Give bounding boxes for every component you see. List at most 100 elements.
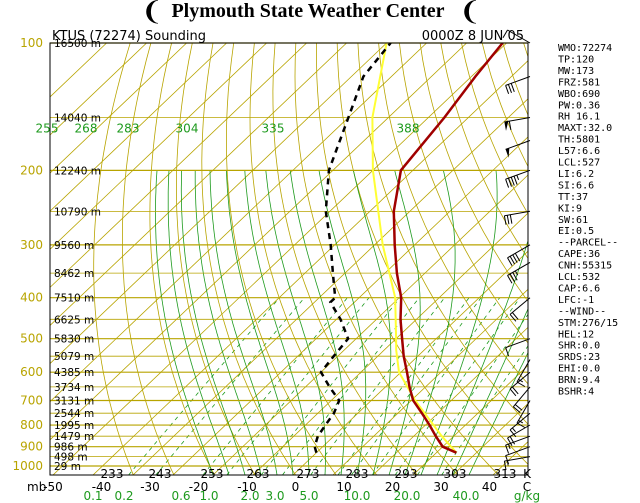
- mixing-ratio-line: [441, 345, 528, 475]
- wind-barb: [512, 386, 531, 413]
- wind-barb-staff: [507, 261, 531, 276]
- index-line: CAPE:36: [558, 249, 600, 260]
- wind-barb-staff: [504, 210, 531, 217]
- temperature-line: [392, 43, 504, 454]
- moist-adiabat-line: [226, 170, 294, 475]
- isotherm-line: [50, 43, 347, 327]
- temperature-label: 10: [336, 480, 351, 494]
- isotherm-line: [252, 212, 528, 475]
- mixing-ratio-line: [226, 297, 370, 475]
- mixing-ratio-label: 5.0: [299, 489, 318, 503]
- mixing-ratio-label: 40.0: [453, 489, 480, 503]
- moist-adiabat-line: [265, 170, 326, 475]
- height-label: 16500 m: [54, 38, 101, 50]
- index-line: PW:0.36: [558, 100, 600, 111]
- moist-adiabat-line: [388, 170, 421, 475]
- sounding-profiles: [313, 43, 504, 454]
- mixing-ratio-line: [202, 297, 348, 475]
- dry-adiabat-lines: [93, 43, 640, 475]
- dry-adiabat-line: [225, 43, 337, 475]
- wind-barb-flag: [512, 406, 521, 413]
- wind-barb-staff: [516, 359, 531, 383]
- time-label: 0000Z 8 JUN 05: [422, 29, 524, 44]
- isotherm-line: [50, 43, 467, 441]
- wind-barb-flag: [509, 436, 516, 445]
- temperature-label: 40: [482, 480, 497, 494]
- wind-barb-flag: [502, 29, 508, 39]
- pressure-label: 700: [20, 394, 43, 408]
- isotherm-line: [50, 43, 147, 136]
- wind-barb-flag: [514, 253, 521, 262]
- mixing-ratio-line: [394, 297, 521, 475]
- dry-adiabat-line: [294, 43, 459, 475]
- mixing-ratio-line: [155, 297, 305, 475]
- kelvin-label: 253: [201, 467, 224, 481]
- isotherm-line: [50, 43, 387, 365]
- kelvin-label: 233: [101, 467, 124, 481]
- moist-adiabat-lines: [155, 170, 528, 475]
- index-line: HEL:12: [558, 329, 594, 340]
- mixing-ratio-label: 0.2: [114, 489, 133, 503]
- wind-barb-half-flag: [512, 427, 516, 433]
- mixing-ratio-label: 10.0: [344, 489, 371, 503]
- isotherm-line: [52, 43, 507, 475]
- wind-barb: [504, 117, 531, 131]
- wind-barb-staff: [505, 338, 531, 349]
- logo-right-icon: ❨: [459, 0, 481, 27]
- index-line: WBO:690: [558, 89, 600, 100]
- height-labels: 16500 m 14040 m 12240 m 10790 m 9560 m 8462 m…: [54, 38, 101, 473]
- pressure-label: 200: [20, 163, 43, 177]
- index-line: SHR:0.0: [558, 341, 600, 352]
- wind-barb: [505, 169, 531, 188]
- dry-adiabat-line: [336, 43, 528, 465]
- height-label: 9560 m: [54, 240, 94, 252]
- wind-barb: [507, 261, 531, 284]
- mixing-ratio-line: [351, 297, 482, 475]
- index-line: CNH:55315: [558, 261, 612, 272]
- index-line: SI:6.6: [558, 180, 594, 191]
- dry-adiabat-line: [272, 43, 418, 475]
- dry-adiabat-line: [149, 43, 215, 475]
- wind-barb-flag: [509, 314, 517, 322]
- wind-barb-staff: [509, 412, 531, 431]
- wind-barb-half-flag: [506, 460, 509, 466]
- dry-adiabat-line: [201, 43, 296, 475]
- moist-adiabat-line: [244, 170, 310, 475]
- index-line: SRDS:23: [558, 352, 600, 363]
- plot-frame: [49, 42, 529, 476]
- kelvin-label: 293: [395, 467, 418, 481]
- wind-barb-staff: [507, 29, 531, 44]
- wind-barb-staff: [509, 371, 531, 390]
- kelvin-unit-label: K: [523, 467, 532, 481]
- dry-adiabat-line: [440, 43, 528, 260]
- theta-label: 388: [397, 121, 420, 135]
- index-line: CAP:6.6: [558, 283, 600, 294]
- wind-barb: [505, 140, 531, 158]
- moist-adiabat-line: [318, 170, 367, 475]
- kelvin-label: 283: [346, 467, 369, 481]
- theta-labels: 255 268 283 304 335 388: [36, 121, 420, 135]
- dry-adiabat-line: [399, 43, 528, 344]
- dry-adiabat-line: [606, 43, 640, 475]
- height-label: 12240 m: [54, 165, 101, 177]
- index-line: L57:6.6: [558, 146, 600, 157]
- dry-adiabat-line: [627, 43, 640, 475]
- wind-barb-flag: [512, 312, 519, 320]
- wind-barb-flag: [507, 84, 512, 93]
- temperature-unit-label: C: [523, 480, 531, 494]
- height-label: 5830 m: [54, 334, 94, 346]
- moist-adiabat-line: [353, 170, 392, 475]
- isotherm-line: [212, 174, 528, 475]
- index-line: WMO:72274: [558, 43, 612, 54]
- pressure-labels: 100 200 300 400 500 600 700 800 900 1000: [12, 36, 43, 473]
- wind-barb-flag: [510, 176, 515, 186]
- wind-barb-flag: [512, 272, 518, 281]
- height-label: 1479 m: [54, 431, 94, 443]
- moist-adiabat-line: [180, 170, 246, 475]
- pressure-label: 900: [20, 440, 43, 454]
- index-line: STM:276/15: [558, 318, 618, 329]
- wind-barb-pennant: [504, 121, 509, 131]
- kelvin-label: 243: [149, 467, 172, 481]
- dry-adiabat-line: [357, 43, 528, 425]
